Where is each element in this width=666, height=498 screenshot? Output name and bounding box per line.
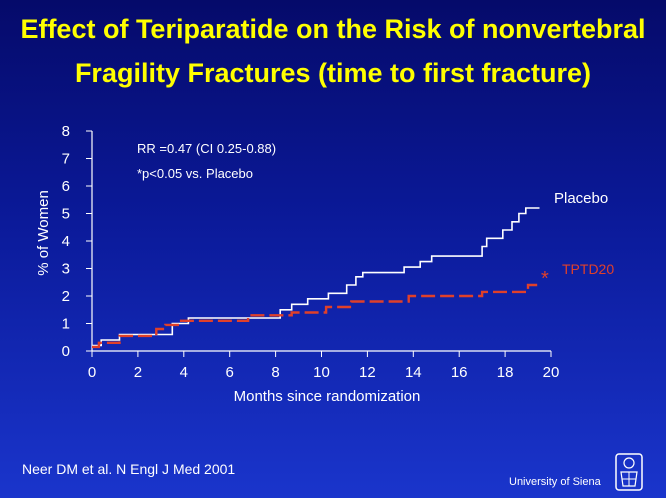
x-tick-label: 14 — [405, 364, 422, 381]
x-tick-label: 8 — [271, 364, 279, 381]
x-tick-label: 20 — [543, 364, 560, 381]
affiliation-text: University of Siena — [509, 476, 601, 488]
x-tick-label: 12 — [359, 364, 376, 381]
x-tick-label: 4 — [180, 364, 188, 381]
legend-placebo: Placebo — [554, 190, 608, 207]
x-axis-label: Months since randomization — [234, 388, 421, 405]
y-tick-label: 2 — [62, 288, 70, 305]
x-tick-label: 18 — [497, 364, 514, 381]
series-line-placebo — [92, 207, 540, 347]
x-tick-label: 0 — [88, 364, 96, 381]
y-axis: 0 1 2 3 4 5 6 7 8 — [62, 123, 93, 360]
university-seal-icon — [615, 453, 643, 491]
y-tick-label: 1 — [62, 316, 70, 333]
x-axis: 0 2 4 6 8 10 12 14 16 18 20 — [88, 350, 560, 381]
chart-title-line-1: Effect of Teriparatide on the Risk of no… — [20, 14, 646, 44]
x-tick-label: 10 — [313, 364, 330, 381]
x-tick-label: 6 — [226, 364, 234, 381]
series-line-tptd20 — [92, 283, 538, 349]
y-tick-label: 6 — [62, 178, 70, 195]
y-tick-label: 8 — [62, 123, 70, 140]
y-tick-label: 0 — [62, 343, 70, 360]
y-tick-label: 4 — [62, 233, 70, 250]
y-tick-label: 3 — [62, 261, 70, 278]
x-tick-label: 16 — [451, 364, 468, 381]
citation-footnote: Neer DM et al. N Engl J Med 2001 — [22, 461, 236, 477]
y-tick-label: 7 — [62, 151, 70, 168]
legend-tptd20: TPTD20 — [562, 261, 614, 277]
significance-asterisk: * — [541, 268, 549, 290]
x-tick-label: 2 — [134, 364, 142, 381]
y-tick-label: 5 — [62, 206, 70, 223]
annotation-rr: RR =0.47 (CI 0.25-0.88) — [137, 141, 276, 156]
y-axis-label: % of Women — [35, 190, 52, 276]
chart-title-line-2: Fragility Fractures (time to first fract… — [74, 58, 592, 88]
annotation-pvalue: *p<0.05 vs. Placebo — [137, 166, 253, 181]
